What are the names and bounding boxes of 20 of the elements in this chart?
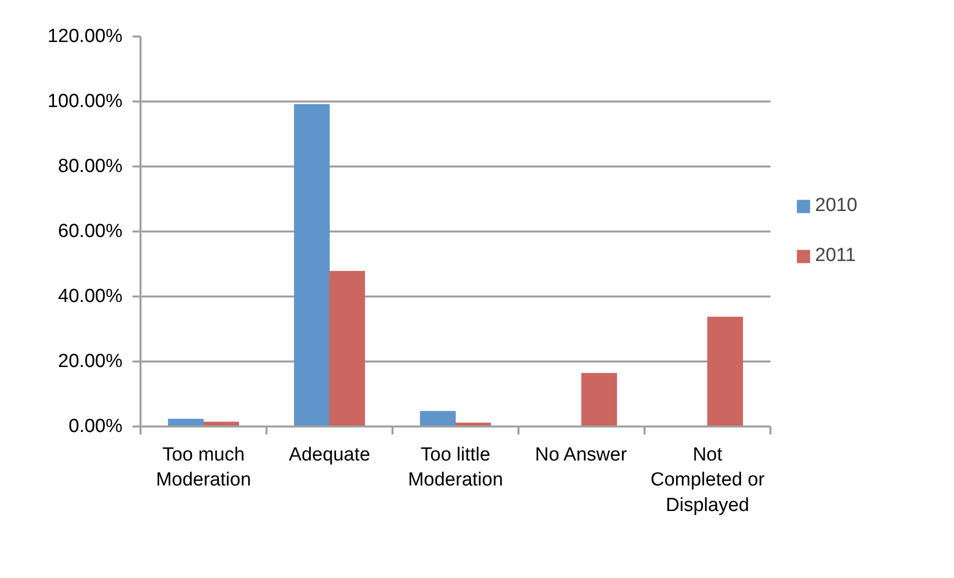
legend-label: 2011 xyxy=(815,245,856,267)
y-tick-label: 100.00% xyxy=(47,91,123,112)
bar xyxy=(420,410,456,426)
x-tick-label: Not Completed or Displayed xyxy=(650,444,766,516)
x-tick-label: No Answer xyxy=(535,444,628,466)
legend-label: 2010 xyxy=(815,195,858,217)
y-tick-label: 40.00% xyxy=(58,286,123,307)
y-tick-label: 20.00% xyxy=(58,351,123,372)
bar xyxy=(294,104,330,426)
x-tick-label: Too little Moderation xyxy=(408,444,504,491)
y-tick-label: 60.00% xyxy=(58,221,123,242)
bar xyxy=(168,418,204,426)
bar xyxy=(707,316,744,426)
x-tick-label: Adequate xyxy=(288,444,370,466)
bar xyxy=(329,270,366,426)
bar xyxy=(581,372,618,426)
x-tick-label: Too much Moderation xyxy=(156,444,252,491)
y-tick-label: 0.00% xyxy=(68,416,123,437)
y-tick-label: 80.00% xyxy=(58,156,123,177)
y-tick-label: 120.00% xyxy=(47,26,123,47)
